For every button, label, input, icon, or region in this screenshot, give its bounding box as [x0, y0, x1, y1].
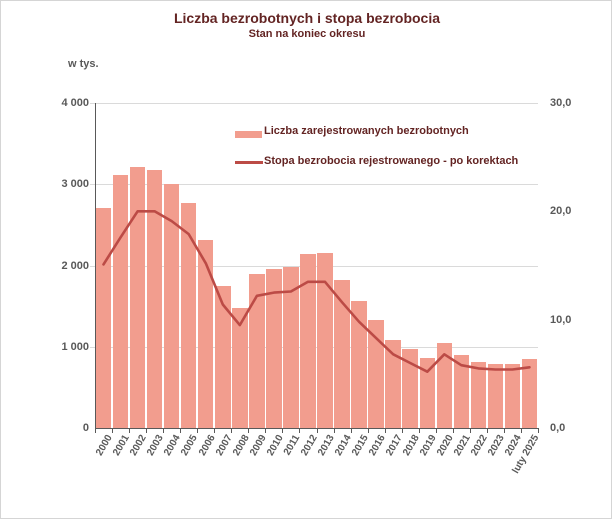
- bar-2015: [351, 301, 367, 428]
- bar-2020: [436, 343, 452, 428]
- gridline: [90, 184, 538, 186]
- legend-item-line-label: Stopa bezrobocia rejestrowanego - po kor…: [264, 155, 519, 167]
- y-axis-left-tick-label: 1 000: [61, 340, 89, 353]
- x-axis-tick: [520, 428, 522, 433]
- y-axis-line: [95, 103, 96, 428]
- chart-subtitle: Stan na koniec okresu: [248, 28, 366, 40]
- x-axis-label-2019: 2019: [418, 433, 439, 458]
- chart-title: Liczba bezrobotnych i stopa bezrobocia: [173, 10, 441, 26]
- x-axis-label-2018: 2018: [401, 433, 422, 458]
- bar-2021: [453, 355, 470, 428]
- x-axis-label-2021: 2021: [452, 433, 473, 458]
- x-axis-tick: [316, 428, 318, 433]
- bar-2017: [385, 340, 401, 428]
- bar-2009: [249, 274, 265, 428]
- x-axis-tick: [129, 428, 131, 433]
- unemployment-rate-line: [102, 210, 531, 374]
- x-axis-label-2003: 2003: [145, 433, 167, 458]
- x-axis-label-2004: 2004: [162, 433, 184, 458]
- bar-2003: [146, 169, 163, 428]
- legend-line-swatch: [235, 161, 263, 164]
- bar-2010: [266, 269, 282, 428]
- plot-area: [90, 103, 538, 429]
- left-axis-unit-label: w tys.: [68, 58, 99, 70]
- x-axis-label-2017: 2017: [384, 433, 405, 458]
- x-axis-tick: [486, 428, 488, 433]
- x-axis-tick: [418, 428, 420, 433]
- bar-2023: [487, 363, 504, 428]
- bar-2024: [504, 364, 521, 428]
- bar-2012: [300, 254, 316, 428]
- x-axis-tick: [282, 428, 284, 433]
- x-axis-tick: [197, 428, 199, 433]
- bar-2002: [129, 166, 146, 428]
- bar-2000: [95, 208, 112, 428]
- x-axis-tick: [401, 428, 403, 433]
- x-axis-label-2000: 2000: [94, 433, 116, 458]
- x-axis-tick: [180, 428, 182, 433]
- bar-2005: [180, 202, 197, 428]
- x-axis-tick: [299, 428, 301, 433]
- x-axis-label-2005: 2005: [179, 433, 201, 458]
- bar-2019: [419, 357, 435, 428]
- x-axis-tick: [248, 428, 250, 433]
- y-axis-right-tick-label: 0,0: [550, 422, 566, 434]
- x-axis-tick: [435, 428, 437, 433]
- x-axis-tick: [95, 428, 96, 433]
- x-axis-tick: [469, 428, 471, 433]
- x-axis-tick: [350, 428, 352, 433]
- x-axis-label-2016: 2016: [367, 433, 388, 458]
- x-axis-label-2015: 2015: [349, 433, 371, 458]
- bar-2001: [112, 174, 129, 428]
- x-axis-label-2009: 2009: [247, 433, 269, 458]
- x-axis-tick: [214, 428, 216, 433]
- x-axis-tick: [333, 428, 335, 433]
- y-axis-right-tick-label: 30,0: [550, 97, 572, 109]
- x-axis-tick: [452, 428, 454, 433]
- bar-2006: [198, 240, 214, 428]
- x-axis-tick: [367, 428, 369, 433]
- bar-2007: [215, 286, 231, 428]
- y-axis-left-tick-label: 3 000: [61, 178, 89, 191]
- x-axis-label-2022: 2022: [469, 433, 490, 458]
- gridline: [90, 103, 538, 104]
- x-axis-label-2007: 2007: [213, 433, 235, 458]
- bar-2022: [470, 362, 487, 428]
- y-axis-left-tick-label: 2 000: [61, 259, 89, 272]
- x-axis-tick: [503, 428, 505, 433]
- x-axis-label-2006: 2006: [196, 433, 218, 458]
- legend-item-bars-label: Liczba zarejestrowanych bezrobotnych: [264, 125, 469, 137]
- x-axis-label-2011: 2011: [282, 433, 303, 458]
- x-axis-tick: [265, 428, 267, 433]
- x-axis-tick: [163, 428, 165, 433]
- y-axis-left-tick-label: 4 000: [61, 97, 89, 109]
- x-axis-tick: [231, 428, 233, 433]
- bar-luty 2025: [521, 358, 538, 428]
- x-axis-label-2023: 2023: [486, 433, 507, 458]
- bar-2013: [317, 252, 333, 428]
- legend-bar-swatch: [235, 131, 262, 138]
- x-axis-tick: [538, 428, 539, 433]
- bar-2016: [368, 319, 384, 428]
- x-axis-label-2008: 2008: [230, 433, 252, 458]
- x-axis-label-2002: 2002: [128, 433, 150, 458]
- y-axis-right-tick-label: 20,0: [550, 205, 572, 218]
- x-axis-tick: [112, 428, 114, 433]
- y-axis-left-tick-label: 0: [82, 422, 89, 434]
- x-axis-tick: [146, 428, 148, 433]
- x-axis-label-2010: 2010: [264, 433, 286, 458]
- x-axis-label-2012: 2012: [298, 433, 320, 458]
- bar-2014: [334, 279, 350, 428]
- bar-2008: [232, 308, 248, 428]
- x-axis-tick: [384, 428, 386, 433]
- y-axis-right-tick-label: 10,0: [550, 313, 572, 326]
- x-axis-label-2020: 2020: [435, 433, 456, 458]
- x-axis-label-2014: 2014: [332, 433, 354, 458]
- bar-2011: [283, 266, 299, 428]
- x-axis-label-2013: 2013: [315, 433, 337, 458]
- x-axis-label-2001: 2001: [111, 433, 133, 458]
- bar-2018: [402, 349, 418, 428]
- bar-2004: [163, 184, 180, 428]
